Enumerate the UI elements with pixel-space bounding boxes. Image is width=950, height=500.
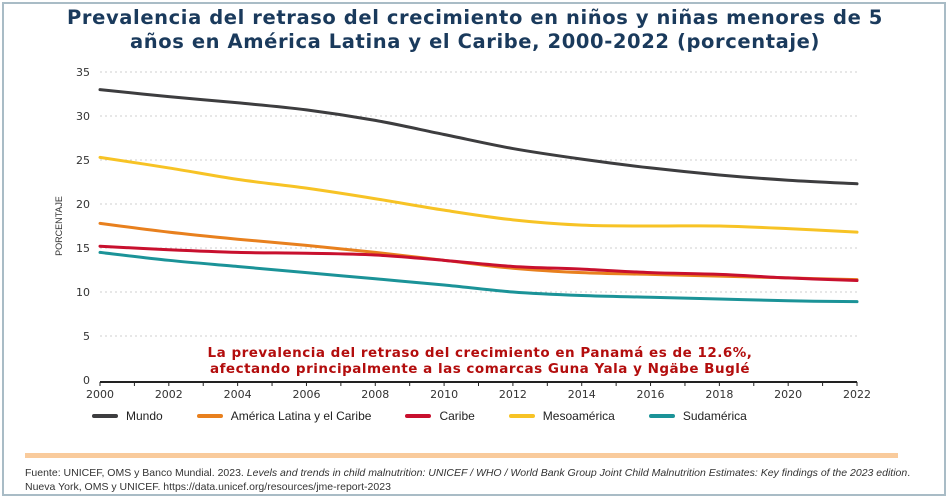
legend-label: Caribe xyxy=(439,409,475,423)
legend-item: Sudamérica xyxy=(648,409,747,423)
series-line-caribe xyxy=(98,244,859,283)
legend-item: Caribe xyxy=(405,409,475,423)
legend-swatch xyxy=(405,414,432,418)
y-tick-label: 35 xyxy=(76,66,90,79)
x-tick-label: 2006 xyxy=(292,388,320,401)
legend-item: América Latina y el Caribe xyxy=(196,409,372,423)
x-tick-label: 2000 xyxy=(86,388,114,401)
legend-label: Mesoamérica xyxy=(542,409,615,423)
x-tick-label: 2012 xyxy=(499,388,527,401)
source-text: Fuente: UNICEF, OMS y Banco Mundial. 202… xyxy=(25,467,247,479)
title-line-1: Prevalencia del retraso del crecimiento … xyxy=(67,6,883,29)
annotation-line-2: afectando principalmente a las comarcas … xyxy=(209,361,751,377)
x-tick-label: 2008 xyxy=(361,388,389,401)
legend: Mundo América Latina y el Caribe Caribe Mes… xyxy=(92,409,781,423)
series-line-mesoam-rica xyxy=(98,155,859,234)
source-title: Levels and trends in child malnutrition:… xyxy=(246,467,908,479)
legend-item: Mundo xyxy=(92,409,163,423)
y-tick-label: 30 xyxy=(76,110,90,123)
annotation-line-1: La prevalencia del retraso del crecimien… xyxy=(207,345,753,361)
y-tick-label: 20 xyxy=(76,198,90,211)
x-tick-label: 2016 xyxy=(637,388,665,401)
y-axis-label: PORCENTAJE xyxy=(54,196,64,256)
x-tick-label: 2002 xyxy=(155,388,183,401)
title-line-2: años en América Latina y el Caribe, 2000… xyxy=(129,30,821,53)
legend-item: Mesoamérica xyxy=(508,409,615,423)
x-tick-label: 2020 xyxy=(774,388,802,401)
y-tick-label: 5 xyxy=(83,330,90,343)
legend-swatch xyxy=(508,414,535,418)
y-tick-label: 10 xyxy=(76,286,90,299)
panama-annotation: La prevalencia del retraso del crecimien… xyxy=(130,345,830,377)
source-publisher: . Nueva York, OMS y UNICEF. https://data… xyxy=(25,467,911,493)
legend-label: América Latina y el Caribe xyxy=(230,409,372,423)
x-tick-label: 2010 xyxy=(430,388,458,401)
x-tick-label: 2022 xyxy=(843,388,871,401)
legend-swatch xyxy=(196,414,223,418)
legend-label: Mundo xyxy=(126,409,163,423)
y-tick-label: 25 xyxy=(76,154,90,167)
source-note: Fuente: UNICEF, OMS y Banco Mundial. 202… xyxy=(25,466,925,494)
x-tick-label: 2014 xyxy=(568,388,596,401)
y-tick-label: 0 xyxy=(83,374,90,387)
chart-title: Prevalencia del retraso del crecimiento … xyxy=(0,6,950,54)
divider-bar xyxy=(25,453,898,458)
x-tick-label: 2004 xyxy=(224,388,252,401)
series-line-sudam-rica xyxy=(98,250,859,304)
legend-label: Sudamérica xyxy=(682,409,747,423)
legend-swatch xyxy=(92,414,118,418)
y-tick-label: 15 xyxy=(76,242,90,255)
legend-swatch xyxy=(648,414,675,418)
series-line-mundo xyxy=(98,88,859,186)
x-tick-label: 2018 xyxy=(705,388,733,401)
